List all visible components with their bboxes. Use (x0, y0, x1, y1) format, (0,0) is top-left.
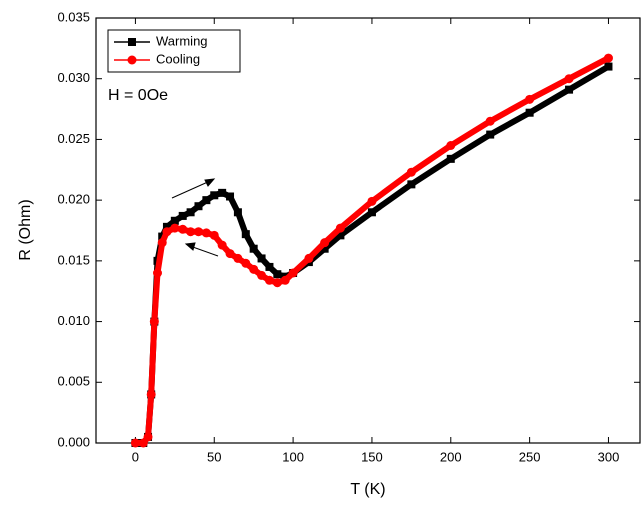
x-tick-label: 300 (598, 449, 620, 464)
y-tick-label: 0.030 (57, 70, 90, 85)
marker (565, 85, 574, 94)
marker (564, 74, 574, 84)
y-tick-label: 0.010 (57, 313, 90, 328)
marker (162, 222, 171, 231)
marker (202, 196, 211, 205)
x-tick-label: 250 (519, 449, 541, 464)
marker (320, 244, 329, 253)
marker (304, 253, 314, 263)
marker (233, 253, 243, 263)
marker (130, 438, 140, 448)
marker (241, 258, 251, 268)
marker (218, 188, 227, 197)
y-tick-label: 0.035 (57, 9, 90, 24)
marker (178, 224, 188, 234)
plot-frame (95, 17, 641, 444)
marker (280, 275, 290, 285)
arrows (171, 178, 219, 257)
y-tick-label: 0.000 (57, 434, 90, 449)
marker (367, 196, 377, 206)
marker (178, 211, 187, 220)
legend-box (107, 29, 241, 73)
marker (265, 262, 274, 271)
y-tick-label: 0.005 (57, 374, 90, 389)
marker (257, 270, 267, 280)
x-tick-label: 50 (207, 449, 221, 464)
annotation: H = 0Oe (108, 87, 168, 104)
legend-label: Cooling (156, 51, 200, 66)
marker (226, 192, 235, 201)
marker (128, 38, 136, 46)
legend-label: Warming (156, 33, 208, 48)
marker (367, 208, 376, 217)
marker (603, 53, 613, 63)
marker (406, 167, 416, 177)
y-axis-label: R (Ohm) (17, 199, 34, 260)
marker (217, 240, 227, 250)
y-tick-label: 0.015 (57, 252, 90, 267)
marker (149, 317, 159, 327)
marker (257, 254, 266, 263)
marker (170, 216, 179, 225)
marker (249, 264, 259, 274)
marker (186, 208, 195, 217)
x-axis-label: T (K) (350, 481, 385, 498)
marker (209, 230, 219, 240)
marker (186, 227, 196, 237)
marker (201, 228, 211, 238)
marker (193, 227, 203, 237)
marker (225, 249, 235, 259)
marker (170, 223, 180, 233)
marker (157, 238, 167, 248)
marker (407, 180, 416, 189)
x-tick-label: 150 (361, 449, 383, 464)
marker (146, 389, 156, 399)
marker (241, 230, 250, 239)
marker (485, 116, 495, 126)
marker (162, 227, 172, 237)
x-tick-label: 100 (282, 449, 304, 464)
marker (264, 275, 274, 285)
marker (336, 231, 345, 240)
marker (152, 268, 162, 278)
marker (138, 438, 148, 448)
marker (446, 141, 456, 150)
marker (288, 268, 298, 278)
y-tick-label: 0.025 (57, 131, 90, 146)
marker (486, 130, 495, 139)
marker (335, 223, 345, 233)
marker (127, 55, 137, 65)
marker (210, 191, 219, 200)
marker (446, 154, 455, 163)
marker (273, 270, 282, 279)
marker (320, 238, 330, 248)
marker (525, 108, 534, 117)
marker (604, 62, 613, 71)
marker (272, 278, 282, 288)
series-line (135, 55, 610, 446)
x-tick-label: 200 (440, 449, 462, 464)
marker (143, 432, 153, 442)
x-tick-label: 0 (132, 449, 139, 464)
marker (194, 202, 203, 211)
series-line (135, 63, 610, 446)
marker (249, 244, 258, 253)
marker (525, 94, 535, 104)
y-tick-label: 0.020 (57, 192, 90, 207)
marker (233, 208, 242, 217)
